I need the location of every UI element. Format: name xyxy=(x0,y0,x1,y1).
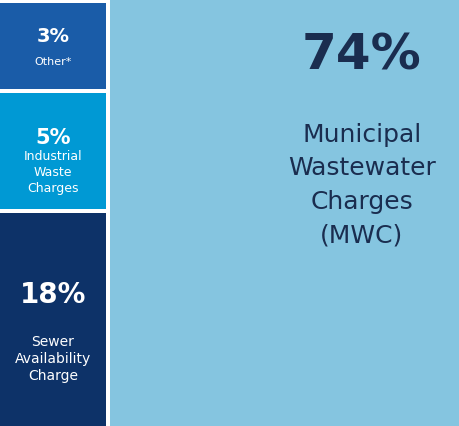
Bar xyxy=(110,0,459,426)
Text: 5%: 5% xyxy=(35,128,71,148)
Text: 18%: 18% xyxy=(20,280,86,308)
Bar xyxy=(0,4,106,90)
Text: 3%: 3% xyxy=(36,27,69,46)
Text: Other*: Other* xyxy=(34,58,72,67)
Text: Municipal
Wastewater
Charges
(MWC): Municipal Wastewater Charges (MWC) xyxy=(287,122,435,247)
Bar xyxy=(0,94,106,210)
Bar xyxy=(0,213,106,426)
Text: 74%: 74% xyxy=(302,31,421,79)
Text: Industrial
Waste
Charges: Industrial Waste Charges xyxy=(23,150,82,195)
Text: Sewer
Availability
Charge: Sewer Availability Charge xyxy=(15,334,91,382)
